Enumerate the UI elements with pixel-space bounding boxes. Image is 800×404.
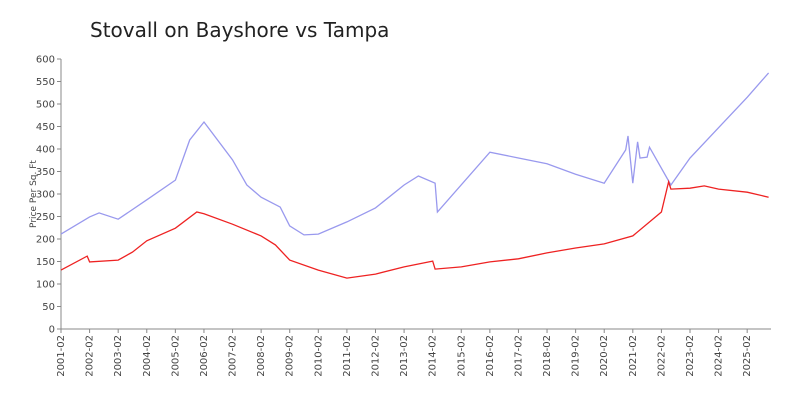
x-tick-label: 2021-02 [628, 335, 639, 377]
y-tick-label: 550 [36, 77, 55, 88]
x-tick-label: 2005-02 [170, 335, 181, 377]
x-tick-label: 2006-02 [199, 335, 210, 377]
x-tick-label: 2008-02 [256, 335, 267, 377]
x-tick-label: 2017-02 [513, 335, 524, 377]
x-tick-label: 2022-02 [656, 335, 667, 377]
x-tick-label: 2010-02 [313, 335, 324, 377]
y-tick-label: 600 [36, 55, 55, 66]
x-tick-label: 2013-02 [399, 335, 410, 377]
y-tick-label: 250 [36, 212, 55, 223]
y-tick-label: 100 [36, 280, 55, 291]
x-tick-label: 2020-02 [599, 335, 610, 377]
y-tick-label: 500 [36, 100, 55, 111]
x-tick-label: 2001-02 [56, 335, 67, 377]
x-tick-label: 2023-02 [685, 335, 696, 377]
y-tick-label: 200 [36, 235, 55, 246]
x-tick-label: 2002-02 [85, 335, 96, 377]
x-tick-label: 2016-02 [485, 335, 496, 377]
x-tick-label: 2012-02 [370, 335, 381, 377]
chart-title: Stovall on Bayshore vs Tampa [90, 18, 389, 42]
y-tick-label: 450 [36, 122, 55, 133]
y-tick-label: 0 [49, 325, 55, 336]
x-tick-label: 2015-02 [456, 335, 467, 377]
x-tick-label: 2019-02 [571, 335, 582, 377]
y-tick-label: 50 [42, 302, 55, 313]
y-tick-label: 300 [36, 190, 55, 201]
y-axis-label: Price Per Sq. Ft [29, 160, 39, 228]
x-tick-label: 2024-02 [714, 335, 725, 377]
x-tick-label: 2025-02 [742, 335, 753, 377]
y-tick-label: 350 [36, 167, 55, 178]
series-line [60, 72, 770, 236]
x-tick-label: 2014-02 [428, 335, 439, 377]
x-tick-label: 2011-02 [342, 335, 353, 377]
y-tick-label: 400 [36, 145, 55, 156]
x-tick-label: 2007-02 [228, 335, 239, 377]
x-tick-label: 2018-02 [542, 335, 553, 377]
y-tick-label: 150 [36, 257, 55, 268]
x-tick-label: 2009-02 [285, 335, 296, 377]
x-tick-label: 2004-02 [142, 335, 153, 377]
x-tick-label: 2003-02 [113, 335, 124, 377]
series-line [60, 179, 769, 279]
